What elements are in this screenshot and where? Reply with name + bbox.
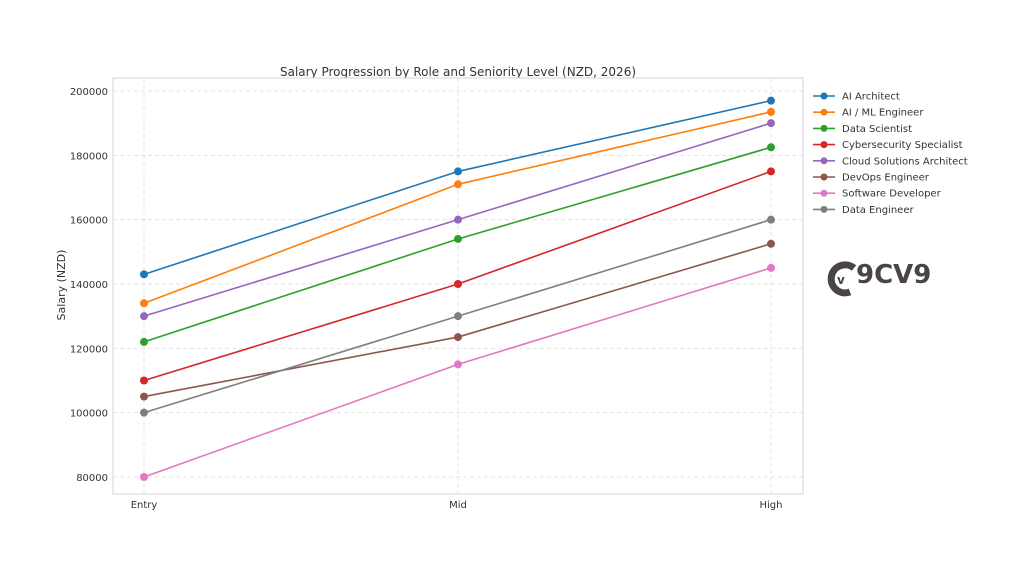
data-point xyxy=(140,392,148,401)
data-point xyxy=(454,280,462,288)
y-tick-label: 80000 xyxy=(76,473,108,484)
logo-text: 9CV9 xyxy=(856,260,932,290)
data-point xyxy=(767,215,775,224)
logo-mark-icon: v xyxy=(827,261,857,297)
legend-label: AI Architect xyxy=(842,92,900,103)
data-point xyxy=(767,143,775,152)
legend-marker xyxy=(820,124,828,132)
data-point xyxy=(140,312,148,321)
data-point xyxy=(140,473,148,481)
data-point xyxy=(140,299,148,308)
x-tick-label: Entry xyxy=(131,500,158,511)
data-point xyxy=(454,333,462,342)
data-point xyxy=(767,263,775,272)
y-tick-label: 180000 xyxy=(70,151,108,162)
data-point xyxy=(454,360,462,369)
data-point xyxy=(140,270,148,279)
data-point xyxy=(454,215,462,224)
legend-marker xyxy=(820,189,828,197)
legend-label: Cloud Solutions Architect xyxy=(842,156,968,167)
9cv9-logo: v 9CV9 xyxy=(826,256,936,302)
data-point xyxy=(767,107,775,116)
legend-marker xyxy=(820,173,828,181)
legend-marker xyxy=(820,108,828,116)
y-tick-label: 160000 xyxy=(70,216,108,227)
x-tick-label: Mid xyxy=(449,500,467,511)
y-tick-label: 100000 xyxy=(70,409,108,420)
legend-label: AI / ML Engineer xyxy=(842,108,924,119)
legend-label: Data Engineer xyxy=(842,205,914,216)
legend-marker xyxy=(820,92,828,100)
data-point xyxy=(454,234,462,243)
x-tick-label: High xyxy=(760,500,783,511)
legend-label: Software Developer xyxy=(842,189,942,200)
y-tick-label: 120000 xyxy=(70,344,108,355)
legend-label: Cybersecurity Specialist xyxy=(842,140,963,151)
y-tick-label: 140000 xyxy=(70,280,108,291)
data-point xyxy=(767,239,775,248)
chart-title: Salary Progression by Role and Seniority… xyxy=(280,65,636,79)
data-point xyxy=(140,337,148,346)
data-point xyxy=(454,312,462,321)
data-point xyxy=(140,376,148,385)
legend-marker xyxy=(820,141,828,149)
svg-text:v: v xyxy=(837,273,845,287)
y-tick-label: 200000 xyxy=(70,87,108,98)
data-point xyxy=(454,180,462,189)
data-point xyxy=(767,119,775,128)
legend-marker xyxy=(820,205,828,213)
y-axis-label: Salary (NZD) xyxy=(55,250,68,321)
plot-frame xyxy=(112,77,804,495)
data-point xyxy=(767,167,775,176)
legend-label: DevOps Engineer xyxy=(842,173,930,184)
legend-marker xyxy=(820,157,828,165)
legend-label: Data Scientist xyxy=(842,124,912,135)
data-point xyxy=(767,96,775,105)
data-point xyxy=(140,408,148,417)
data-point xyxy=(454,167,462,176)
